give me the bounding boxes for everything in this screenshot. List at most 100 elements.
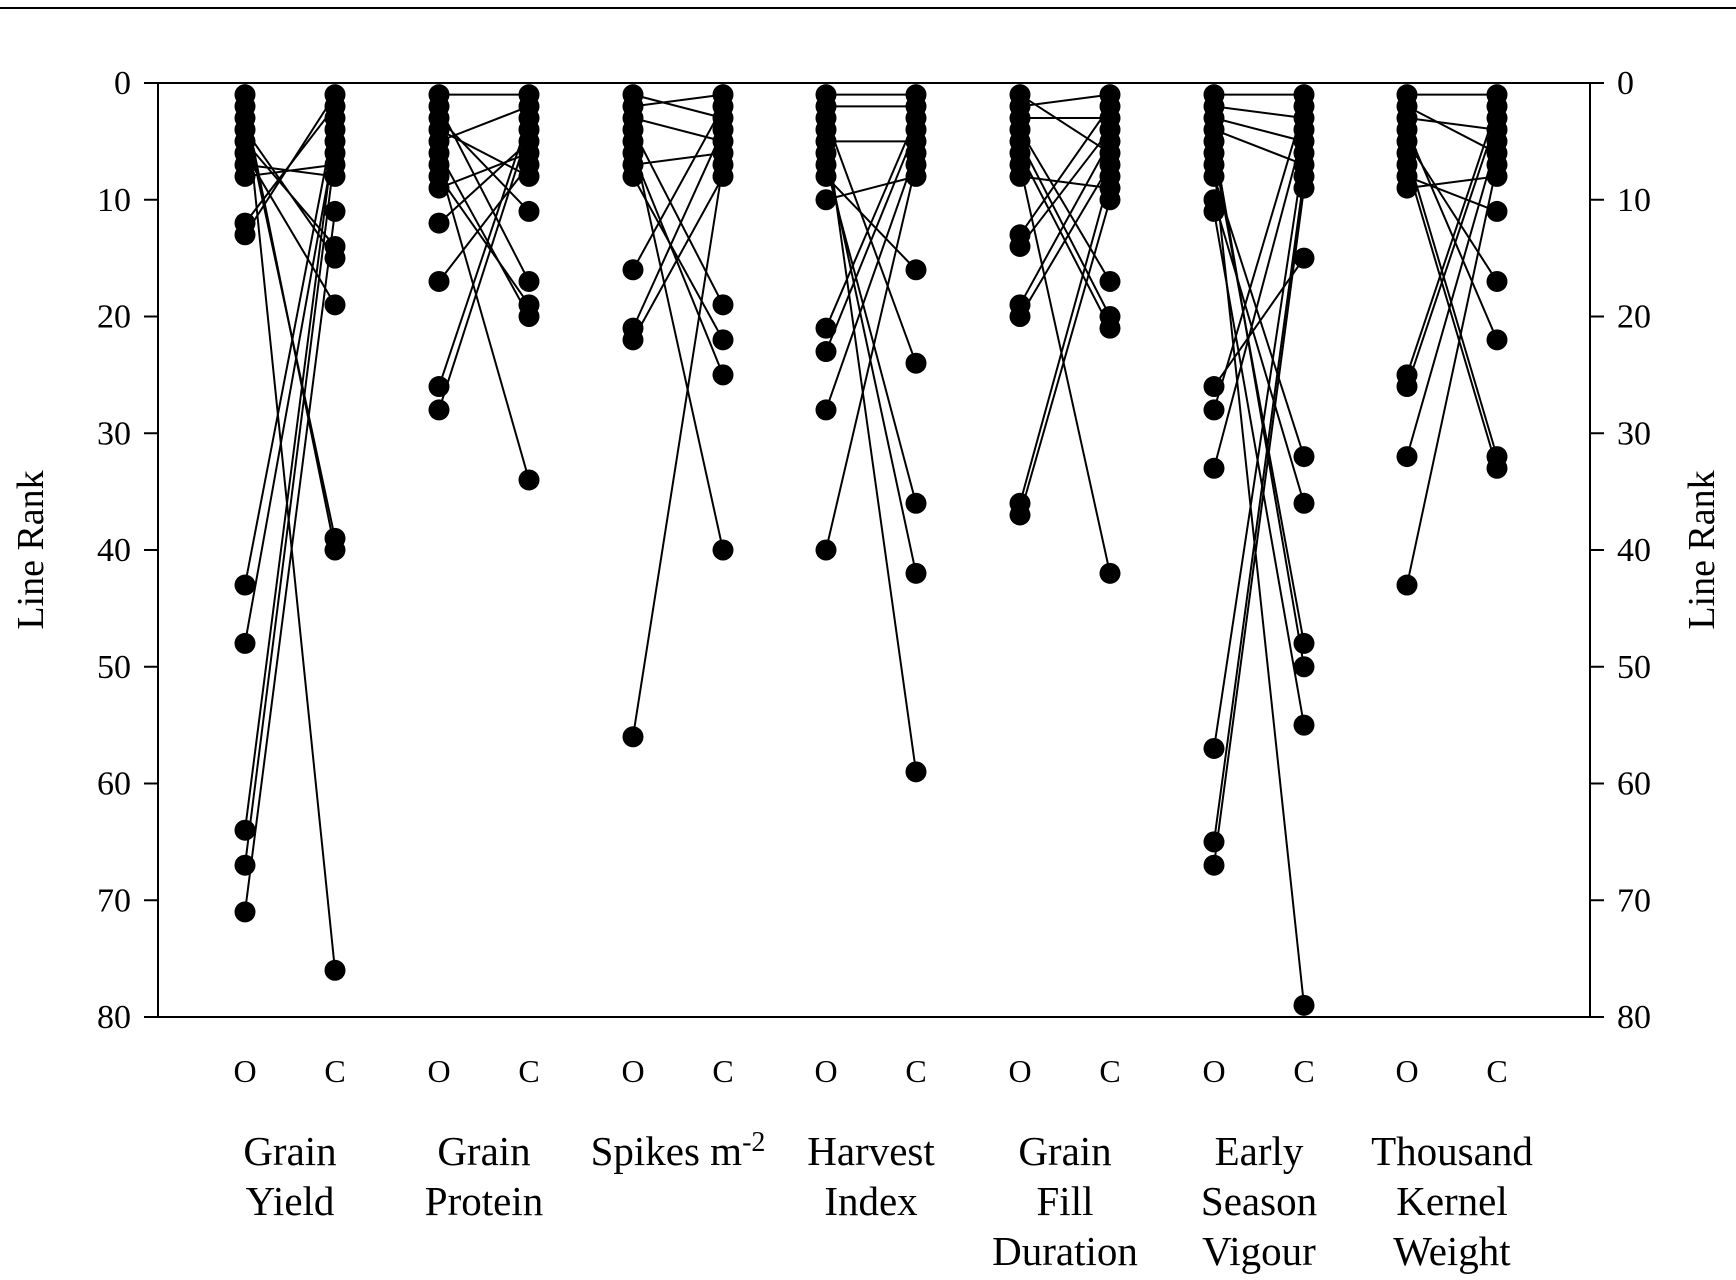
point-O — [428, 399, 450, 421]
point-O — [1396, 177, 1418, 199]
rank-link — [1213, 106, 1305, 411]
rank-link — [632, 129, 724, 306]
y-axis-label-left: Line Rank — [10, 470, 52, 629]
rank-link — [825, 117, 917, 329]
y-tick-label-left: 50 — [97, 649, 131, 686]
y-tick-label-right: 10 — [1617, 182, 1651, 219]
point-C — [1293, 177, 1315, 199]
point-O — [234, 574, 256, 596]
y-tick-label-left: 70 — [97, 882, 131, 919]
point-C — [1099, 317, 1121, 339]
y-tick-label-right: 60 — [1617, 766, 1651, 803]
rank-link — [1019, 129, 1111, 248]
point-O — [1203, 854, 1225, 876]
category-label: Duration — [992, 1228, 1138, 1274]
y-tick-label-right: 70 — [1617, 882, 1651, 919]
rank-link — [825, 175, 917, 201]
point-O — [1203, 399, 1225, 421]
y-tick-label-right: 30 — [1617, 415, 1651, 452]
rank-link — [244, 152, 336, 866]
category-label: Spikes m-2 — [591, 1127, 766, 1174]
y-tick-label-left: 40 — [97, 532, 131, 569]
point-O — [1203, 831, 1225, 853]
y-tick-label-right: 0 — [1617, 65, 1634, 102]
point-C — [1486, 270, 1508, 292]
point-C — [1099, 562, 1121, 584]
category-label: Vigour — [1202, 1228, 1316, 1274]
rank-link — [825, 129, 917, 352]
point-O — [234, 165, 256, 187]
rank-link — [1213, 257, 1305, 388]
rank-link — [632, 141, 724, 551]
point-C — [1293, 632, 1315, 654]
rank-link — [825, 164, 917, 504]
rank-link — [1213, 199, 1305, 504]
rank-link — [632, 105, 724, 271]
rank-link — [632, 152, 724, 166]
rank-link — [1213, 152, 1305, 749]
rank-link — [825, 129, 917, 772]
rank-link — [244, 117, 336, 539]
point-C — [905, 761, 927, 783]
point-O — [1203, 737, 1225, 759]
category-label: Kernel — [1396, 1178, 1508, 1224]
point-C — [1293, 656, 1315, 678]
rank-link — [438, 164, 530, 481]
point-O — [815, 189, 837, 211]
rank-link — [1213, 164, 1305, 1006]
rank-link — [1213, 211, 1305, 726]
point-O — [1009, 165, 1031, 187]
rank-link — [438, 129, 530, 411]
point-O — [1396, 376, 1418, 398]
y-tick-label-right: 80 — [1617, 999, 1651, 1036]
rank-link — [1019, 105, 1111, 236]
point-C — [905, 352, 927, 374]
point-O — [428, 270, 450, 292]
category-label: Weight — [1393, 1228, 1511, 1274]
point-C — [324, 200, 346, 222]
env-label-O: O — [1395, 1053, 1418, 1089]
y-tick-label-left: 60 — [97, 766, 131, 803]
env-label-O: O — [1008, 1053, 1031, 1089]
rank-link — [1406, 175, 1498, 190]
rank-link — [1406, 164, 1498, 469]
point-C — [1293, 247, 1315, 269]
rank-link — [438, 128, 530, 178]
point-C — [324, 539, 346, 561]
point-O — [428, 212, 450, 234]
rank-link — [1019, 176, 1111, 504]
point-O — [1203, 200, 1225, 222]
rank-points — [234, 84, 1508, 1016]
category-label: Yield — [246, 1178, 335, 1224]
rank-links — [244, 93, 1498, 1006]
category-label: Grain — [243, 1128, 336, 1174]
point-C — [324, 247, 346, 269]
point-C — [1099, 189, 1121, 211]
rank-link — [632, 175, 724, 341]
rank-link — [1019, 129, 1111, 282]
rank-link — [1213, 117, 1305, 143]
point-O — [815, 165, 837, 187]
point-O — [815, 317, 837, 339]
category-label-superscript: -2 — [742, 1127, 765, 1158]
env-label-C: C — [1293, 1053, 1314, 1089]
rank-link — [1019, 164, 1111, 318]
rank-link — [632, 164, 724, 737]
y-tick-label-left: 10 — [97, 182, 131, 219]
point-C — [1486, 457, 1508, 479]
category-label: Grain — [1018, 1128, 1111, 1174]
rank-link — [1406, 106, 1498, 376]
rank-link — [438, 152, 530, 317]
rank-link — [1019, 164, 1111, 574]
env-label-O: O — [814, 1053, 837, 1089]
env-label-C: C — [324, 1053, 345, 1089]
rank-link — [1019, 93, 1111, 108]
point-O — [1009, 306, 1031, 327]
category-label: Grain — [437, 1128, 530, 1174]
point-C — [1293, 714, 1315, 736]
point-C — [324, 294, 346, 316]
point-O — [234, 854, 256, 876]
rank-link — [1213, 141, 1305, 667]
